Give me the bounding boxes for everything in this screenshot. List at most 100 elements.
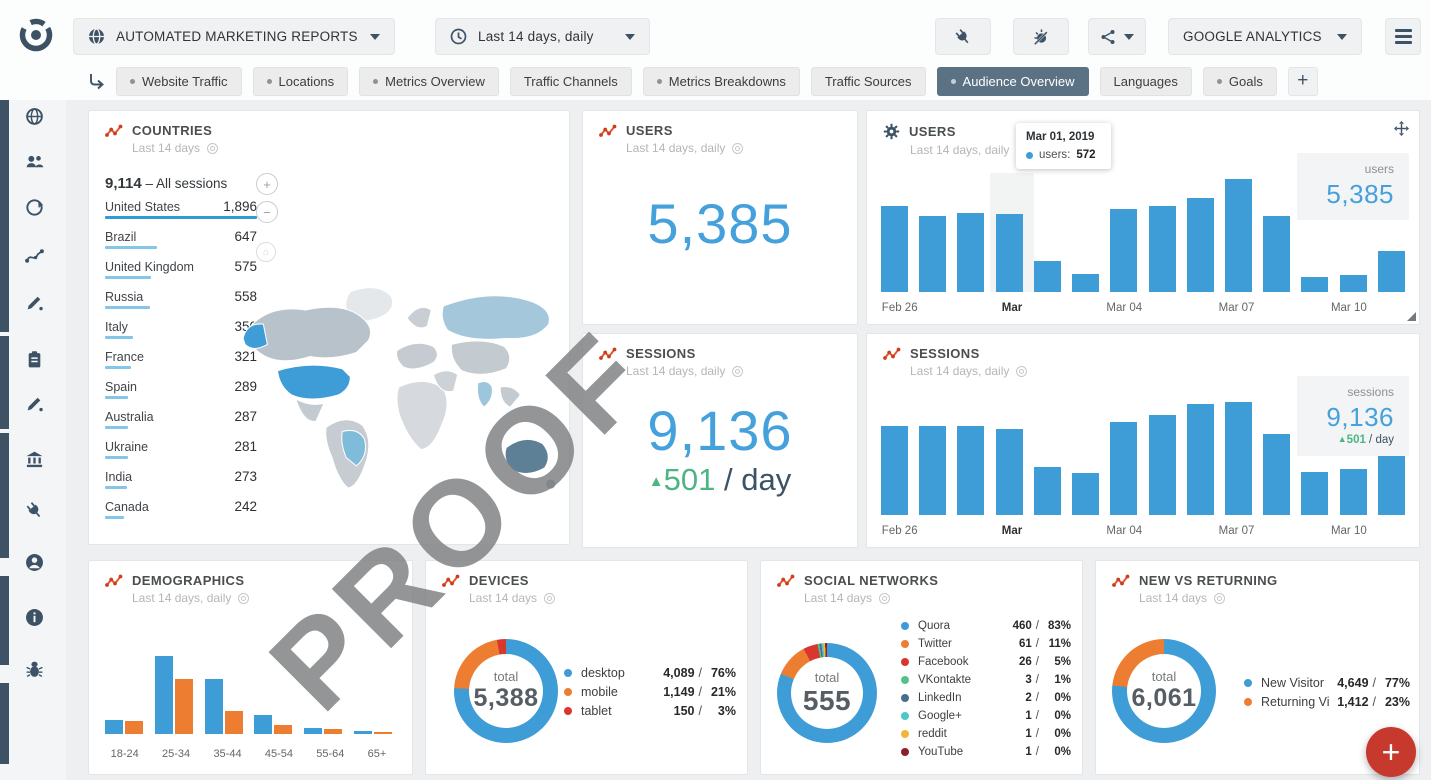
chart-bar[interactable] bbox=[1339, 469, 1367, 515]
chart-bar[interactable] bbox=[1377, 250, 1405, 292]
tab-traffic-sources[interactable]: Traffic Sources bbox=[810, 66, 926, 96]
sidebar-edit-icon[interactable] bbox=[25, 293, 44, 312]
widget-settings-icon[interactable] bbox=[238, 592, 250, 604]
chart-bar[interactable] bbox=[1072, 472, 1100, 515]
country-row[interactable]: Canada 242 bbox=[105, 499, 257, 529]
chart-bar[interactable] bbox=[1148, 415, 1176, 515]
chart-bar[interactable] bbox=[1301, 277, 1329, 292]
integrations-button[interactable] bbox=[935, 18, 991, 55]
tab-audience-overview[interactable]: Audience Overview bbox=[936, 66, 1089, 96]
age-bar-blue[interactable] bbox=[204, 678, 223, 734]
tab-traffic-channels[interactable]: Traffic Channels bbox=[509, 66, 632, 96]
new-returning-donut-chart[interactable]: total 6,061 bbox=[1112, 639, 1216, 743]
chart-bar[interactable] bbox=[995, 429, 1023, 515]
widget-settings-icon[interactable] bbox=[544, 592, 556, 604]
map-zoom-out-button[interactable]: − bbox=[256, 201, 278, 223]
sidebar-debug-icon[interactable] bbox=[25, 660, 44, 679]
move-widget-handle[interactable] bbox=[1394, 121, 1409, 141]
social-donut-chart[interactable]: total 555 bbox=[777, 643, 877, 743]
age-bar-orange[interactable] bbox=[224, 710, 243, 734]
widget-settings-icon[interactable] bbox=[1016, 365, 1028, 377]
country-row[interactable]: Australia 287 bbox=[105, 409, 257, 439]
chart-bar[interactable] bbox=[881, 205, 908, 292]
age-bar-blue[interactable] bbox=[304, 727, 323, 734]
age-bar-orange[interactable] bbox=[324, 729, 343, 734]
sidebar-integrations-icon[interactable] bbox=[25, 501, 44, 520]
chart-bar[interactable] bbox=[957, 212, 985, 292]
report-dropdown[interactable]: AUTOMATED MARKETING REPORTS bbox=[73, 18, 395, 55]
chart-bar[interactable] bbox=[1033, 261, 1061, 292]
chart-bar[interactable] bbox=[1110, 208, 1138, 292]
chart-bar[interactable] bbox=[1072, 274, 1100, 292]
widget-settings-icon[interactable] bbox=[732, 365, 744, 377]
widget-settings-icon[interactable] bbox=[879, 592, 891, 604]
tab-goals[interactable]: Goals bbox=[1202, 66, 1277, 96]
add-tab-button[interactable]: + bbox=[1287, 66, 1318, 96]
sidebar-reports-icon[interactable] bbox=[25, 350, 44, 369]
map-home-button[interactable]: ⌂ bbox=[256, 242, 276, 262]
app-logo[interactable] bbox=[16, 15, 56, 60]
sidebar-journey-icon[interactable] bbox=[25, 247, 44, 266]
widget-settings-icon[interactable] bbox=[1214, 592, 1226, 604]
sidebar-globe-icon[interactable] bbox=[25, 107, 44, 126]
widget-settings-icon[interactable] bbox=[207, 142, 219, 154]
tab-languages[interactable]: Languages bbox=[1099, 66, 1192, 96]
chart-bar[interactable] bbox=[1148, 205, 1176, 292]
sidebar-accounts-icon[interactable] bbox=[25, 450, 44, 469]
age-bar-blue[interactable] bbox=[154, 656, 173, 734]
age-bar-orange[interactable] bbox=[274, 725, 293, 734]
chart-bar[interactable] bbox=[1186, 197, 1214, 292]
sidebar-info-icon[interactable] bbox=[25, 608, 44, 627]
chart-bar[interactable] bbox=[1186, 403, 1214, 515]
chart-bar[interactable] bbox=[1224, 402, 1252, 515]
map-zoom-in-button[interactable]: + bbox=[256, 173, 278, 195]
datasource-dropdown[interactable]: GOOGLE ANALYTICS bbox=[1168, 18, 1362, 55]
country-row[interactable]: India 273 bbox=[105, 469, 257, 499]
age-bar-orange[interactable] bbox=[174, 678, 193, 734]
chart-bar[interactable] bbox=[919, 426, 947, 515]
age-bar-orange[interactable] bbox=[124, 720, 143, 734]
chart-bar[interactable] bbox=[995, 213, 1023, 292]
country-row[interactable]: United States 1,896 bbox=[105, 199, 257, 229]
world-map[interactable] bbox=[237, 249, 571, 539]
sidebar-audiences-icon[interactable] bbox=[25, 152, 44, 171]
chart-bar[interactable] bbox=[1263, 434, 1291, 515]
chart-bar[interactable] bbox=[957, 425, 985, 515]
country-row[interactable]: France 321 bbox=[105, 349, 257, 379]
country-row[interactable]: Ukraine 281 bbox=[105, 439, 257, 469]
country-row[interactable]: Spain 289 bbox=[105, 379, 257, 409]
country-row[interactable]: Russia 558 bbox=[105, 289, 257, 319]
chart-bar[interactable] bbox=[1263, 216, 1291, 292]
chart-bar[interactable] bbox=[1377, 455, 1405, 515]
add-widget-fab[interactable]: + bbox=[1366, 727, 1416, 777]
age-bar-blue[interactable] bbox=[254, 714, 273, 734]
chart-bar[interactable] bbox=[881, 426, 908, 515]
chart-bar[interactable] bbox=[919, 215, 947, 292]
tab-website-traffic[interactable]: Website Traffic bbox=[116, 66, 242, 96]
tab-locations[interactable]: Locations bbox=[252, 66, 349, 96]
sidebar-sessions-icon[interactable] bbox=[25, 198, 44, 217]
chart-bar[interactable] bbox=[1033, 466, 1061, 515]
sidebar-profile-icon[interactable] bbox=[25, 553, 44, 572]
chart-bar[interactable] bbox=[1339, 274, 1367, 292]
country-line: India 273 bbox=[105, 469, 257, 484]
chart-bar[interactable] bbox=[1110, 421, 1138, 515]
age-bar-orange[interactable] bbox=[374, 731, 393, 734]
theme-button[interactable] bbox=[1013, 18, 1069, 55]
resize-widget-handle[interactable] bbox=[1407, 312, 1416, 321]
country-row[interactable]: Brazil 647 bbox=[105, 229, 257, 259]
devices-donut-chart[interactable]: total 5,388 bbox=[454, 639, 558, 743]
age-bar-blue[interactable] bbox=[354, 730, 373, 734]
sidebar-design-icon[interactable] bbox=[25, 394, 44, 413]
country-row[interactable]: Italy 350 bbox=[105, 319, 257, 349]
tab-metrics-overview[interactable]: Metrics Overview bbox=[359, 66, 499, 96]
widget-settings-icon[interactable] bbox=[732, 142, 744, 154]
chart-bar[interactable] bbox=[1224, 179, 1252, 292]
time-range-dropdown[interactable]: Last 14 days, daily bbox=[435, 18, 650, 55]
share-button[interactable] bbox=[1088, 18, 1146, 55]
tab-metrics-breakdowns[interactable]: Metrics Breakdowns bbox=[642, 66, 800, 96]
age-bar-blue[interactable] bbox=[104, 719, 123, 734]
chart-bar[interactable] bbox=[1301, 472, 1329, 515]
menu-button[interactable] bbox=[1385, 18, 1421, 55]
country-row[interactable]: United Kingdom 575 bbox=[105, 259, 257, 289]
